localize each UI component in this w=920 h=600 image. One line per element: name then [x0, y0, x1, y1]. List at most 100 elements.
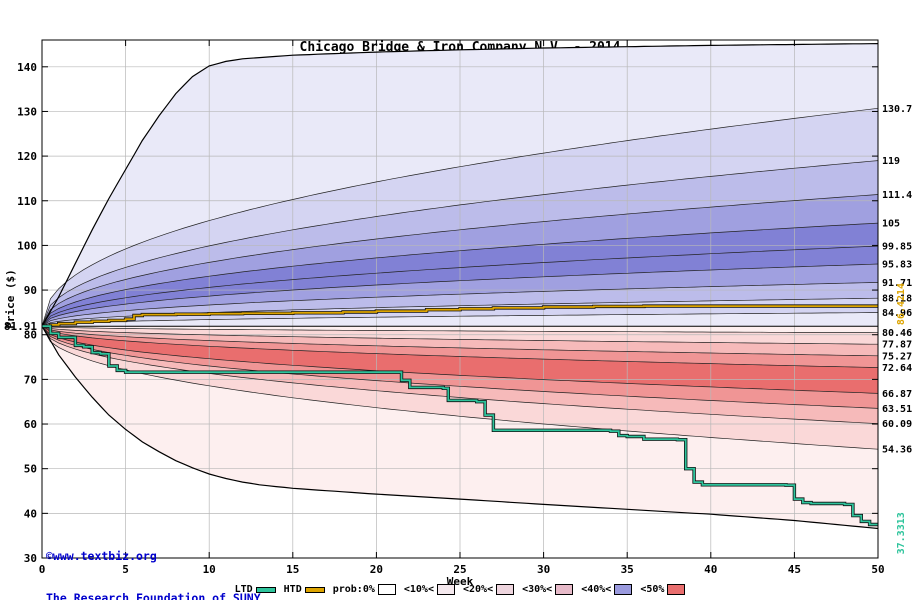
low-prob-band — [42, 326, 878, 424]
x-tick-label: 20 — [370, 563, 383, 576]
x-tick-label: 45 — [788, 563, 801, 576]
high-prob-band — [42, 264, 878, 327]
y-tick-label: 60 — [24, 418, 37, 431]
min-envelope-curve — [42, 325, 878, 530]
y-tick-label: 80 — [24, 329, 37, 342]
legend-prob30-label: <30%< — [522, 584, 553, 595]
legend-item-htd: HTD — [284, 584, 325, 595]
legend-prob20-label: <20%< — [462, 584, 494, 595]
high-decile-curve — [42, 263, 878, 327]
prob30-swatch — [555, 584, 574, 595]
decile-end-label: 130.7 — [882, 104, 912, 115]
high-prob-band — [42, 194, 878, 327]
low-decile-curve — [42, 325, 878, 409]
htd-swatch — [304, 586, 325, 593]
plot-region — [42, 40, 878, 558]
decile-end-label: 54.36 — [882, 445, 912, 456]
low-decile-curve — [42, 326, 878, 424]
ltd-final-value-label: 37.3313 — [896, 512, 907, 554]
decile-end-label: 77.87 — [882, 340, 912, 351]
x-tick-label: 0 — [39, 563, 46, 576]
low-decile-curve — [42, 325, 878, 394]
decile-end-label: 88.18 — [882, 294, 912, 305]
htd-final-value-label: 86.4214 — [896, 283, 907, 325]
y-tick-label: 120 — [17, 150, 37, 163]
high-decile-curve — [42, 160, 878, 327]
x-tick-label: 10 — [203, 563, 216, 576]
legend-item-prob0: prob:0% — [333, 584, 396, 595]
legend-htd-label: HTD — [283, 584, 302, 595]
high-prob-band — [42, 246, 878, 327]
decile-end-label: 91.71 — [882, 278, 912, 289]
ltd-swatch — [255, 586, 276, 593]
y-tick-label: 40 — [24, 507, 37, 520]
prob0-swatch — [377, 584, 396, 595]
prob20-swatch — [496, 584, 515, 595]
low-decile-curve — [42, 325, 878, 334]
y-tick-label: 100 — [17, 239, 37, 252]
decile-end-label: 99.85 — [882, 242, 912, 253]
low-decile-curve — [42, 325, 878, 357]
legend-item-prob30: <30%< — [522, 584, 574, 595]
high-decile-curve — [42, 194, 878, 327]
decile-end-label: 80.46 — [882, 328, 912, 339]
high-prob-band — [42, 108, 878, 327]
decile-end-label: 105 — [882, 219, 900, 230]
start-price-label: 81.91 — [4, 320, 37, 333]
high-prob-band — [42, 160, 878, 327]
x-tick-label: 30 — [537, 563, 550, 576]
high-prob-band — [42, 223, 878, 327]
y-tick-label: 110 — [17, 195, 37, 208]
legend-prob0-label: prob:0% — [332, 584, 375, 595]
decile-end-label: 63.51 — [882, 404, 912, 415]
y-tick-label: 140 — [17, 61, 37, 74]
high-decile-curve — [42, 245, 878, 327]
x-tick-label: 40 — [704, 563, 717, 576]
legend: LTD HTD prob:0% <10%< <20%< <30%< <40%< — [0, 584, 920, 595]
prob50-swatch — [667, 584, 686, 595]
decile-end-label: 84.96 — [882, 308, 912, 319]
low-prob-band — [42, 326, 878, 409]
foundation-credit: The Research Foundation of SUNY — [46, 591, 261, 600]
low-prob-band — [42, 326, 878, 450]
high-prob-band — [42, 43, 878, 327]
legend-item-prob40: <40%< — [581, 584, 633, 595]
high-decile-curve — [42, 282, 878, 327]
x-tick-label: 50 — [871, 563, 884, 576]
y-axis-title: Price ($) — [4, 269, 17, 329]
y-tick-label: 70 — [24, 373, 37, 386]
legend-prob40-label: <40%< — [581, 584, 612, 595]
ltd-line — [42, 325, 878, 526]
decile-end-label: 72.64 — [882, 363, 912, 374]
legend-ltd-label: LTD — [234, 584, 253, 595]
low-decile-curve — [42, 325, 878, 345]
website-link: ©www.textbiz.org — [46, 549, 157, 563]
y-tick-label: 50 — [24, 463, 37, 476]
y-tick-label: 30 — [24, 552, 37, 565]
htd-line — [42, 305, 878, 328]
legend-item-prob20: <20%< — [462, 584, 515, 595]
prob10-swatch — [436, 584, 455, 595]
decile-end-label: 60.09 — [882, 419, 912, 430]
decile-end-label: 66.87 — [882, 389, 912, 400]
x-tick-label: 25 — [453, 563, 466, 576]
low-decile-curve — [42, 326, 878, 450]
high-decile-curve — [42, 107, 878, 327]
low-prob-band — [42, 326, 878, 368]
decile-end-label: 111.4 — [882, 190, 912, 201]
x-tick-label: 35 — [621, 563, 634, 576]
legend-item-ltd: LTD — [235, 584, 276, 595]
legend-prob10-label: <10%< — [403, 584, 434, 595]
legend-item-prob10: <10%< — [404, 584, 455, 595]
x-tick-label: 15 — [286, 563, 299, 576]
legend-item-prob50: <50% — [640, 584, 686, 595]
high-decile-curve — [42, 222, 878, 327]
y-tick-label: 130 — [17, 105, 37, 118]
decile-end-label: 95.83 — [882, 260, 912, 271]
prob40-swatch — [614, 584, 633, 595]
low-decile-curve — [42, 325, 878, 368]
copyright-block: ©www.textbiz.org The Research Foundation… — [46, 521, 261, 600]
high-decile-curve — [42, 312, 878, 327]
